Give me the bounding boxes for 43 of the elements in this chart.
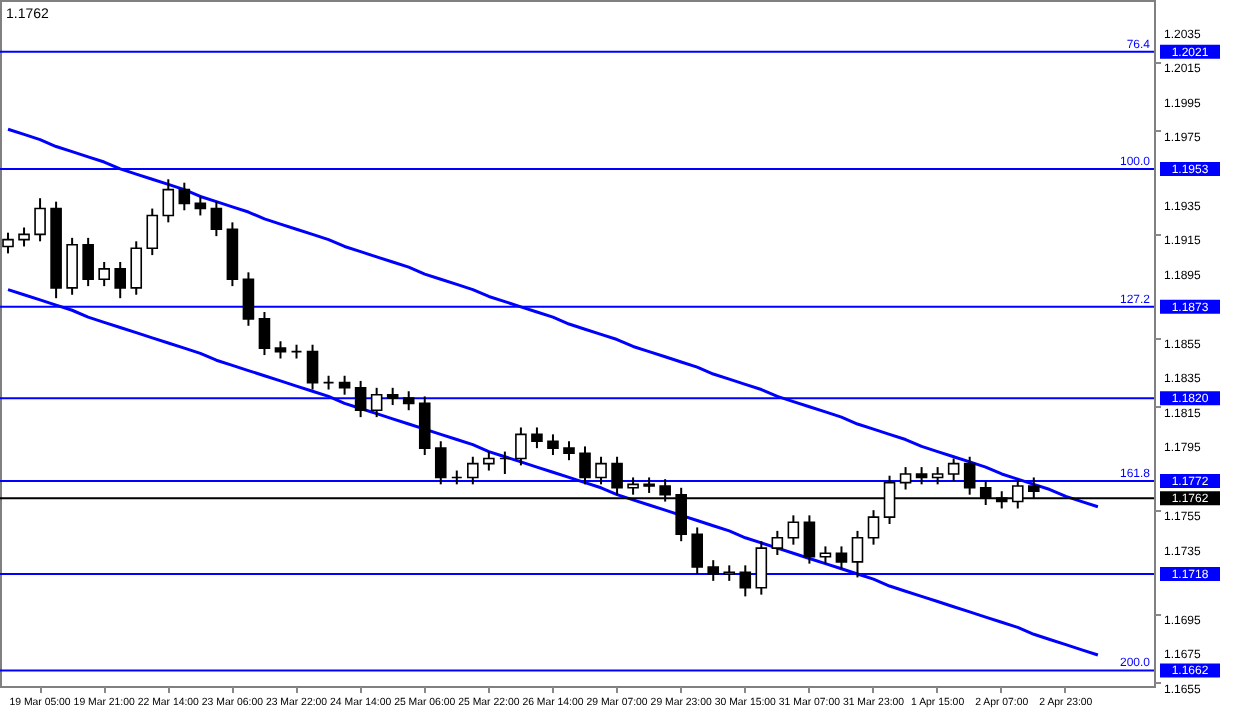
candlestick xyxy=(595,455,607,486)
candlestick xyxy=(34,197,46,243)
candlestick xyxy=(515,426,527,467)
candlestick xyxy=(467,455,479,486)
candlestick xyxy=(178,181,191,212)
candlestick xyxy=(146,207,159,257)
candlestick xyxy=(370,386,383,419)
candlestick xyxy=(563,440,575,462)
candlestick xyxy=(162,178,175,224)
candlestick xyxy=(531,426,543,450)
candlestick xyxy=(82,236,94,288)
candlestick xyxy=(402,390,415,412)
candlestick xyxy=(66,236,78,296)
candlestick xyxy=(787,514,800,546)
candlestick xyxy=(547,433,559,457)
candlestick xyxy=(867,509,880,546)
candlestick xyxy=(130,240,143,296)
candlestick xyxy=(771,529,784,557)
candlestick xyxy=(322,374,335,391)
candlestick xyxy=(258,310,271,357)
candlestick xyxy=(483,450,495,472)
candlestick xyxy=(114,260,127,300)
candlestick xyxy=(354,379,367,419)
candlestick xyxy=(306,343,319,391)
candlestick xyxy=(434,440,447,486)
candlestick xyxy=(707,559,720,582)
candlestick xyxy=(579,445,591,486)
candlestick xyxy=(499,450,511,475)
candlestick xyxy=(739,564,752,598)
candlestick xyxy=(338,374,351,396)
candlestick xyxy=(290,343,303,360)
candlestick xyxy=(418,395,431,457)
candlestick xyxy=(851,529,864,579)
candlestick xyxy=(98,260,110,288)
candlestick xyxy=(242,271,255,327)
candlestick xyxy=(803,514,816,565)
candlestick xyxy=(691,526,704,575)
candlestick xyxy=(835,545,848,570)
candlestick xyxy=(210,200,223,238)
candlestick xyxy=(899,466,912,491)
candlestick xyxy=(947,457,960,482)
candlestick xyxy=(755,540,768,596)
candlestick xyxy=(18,226,30,248)
